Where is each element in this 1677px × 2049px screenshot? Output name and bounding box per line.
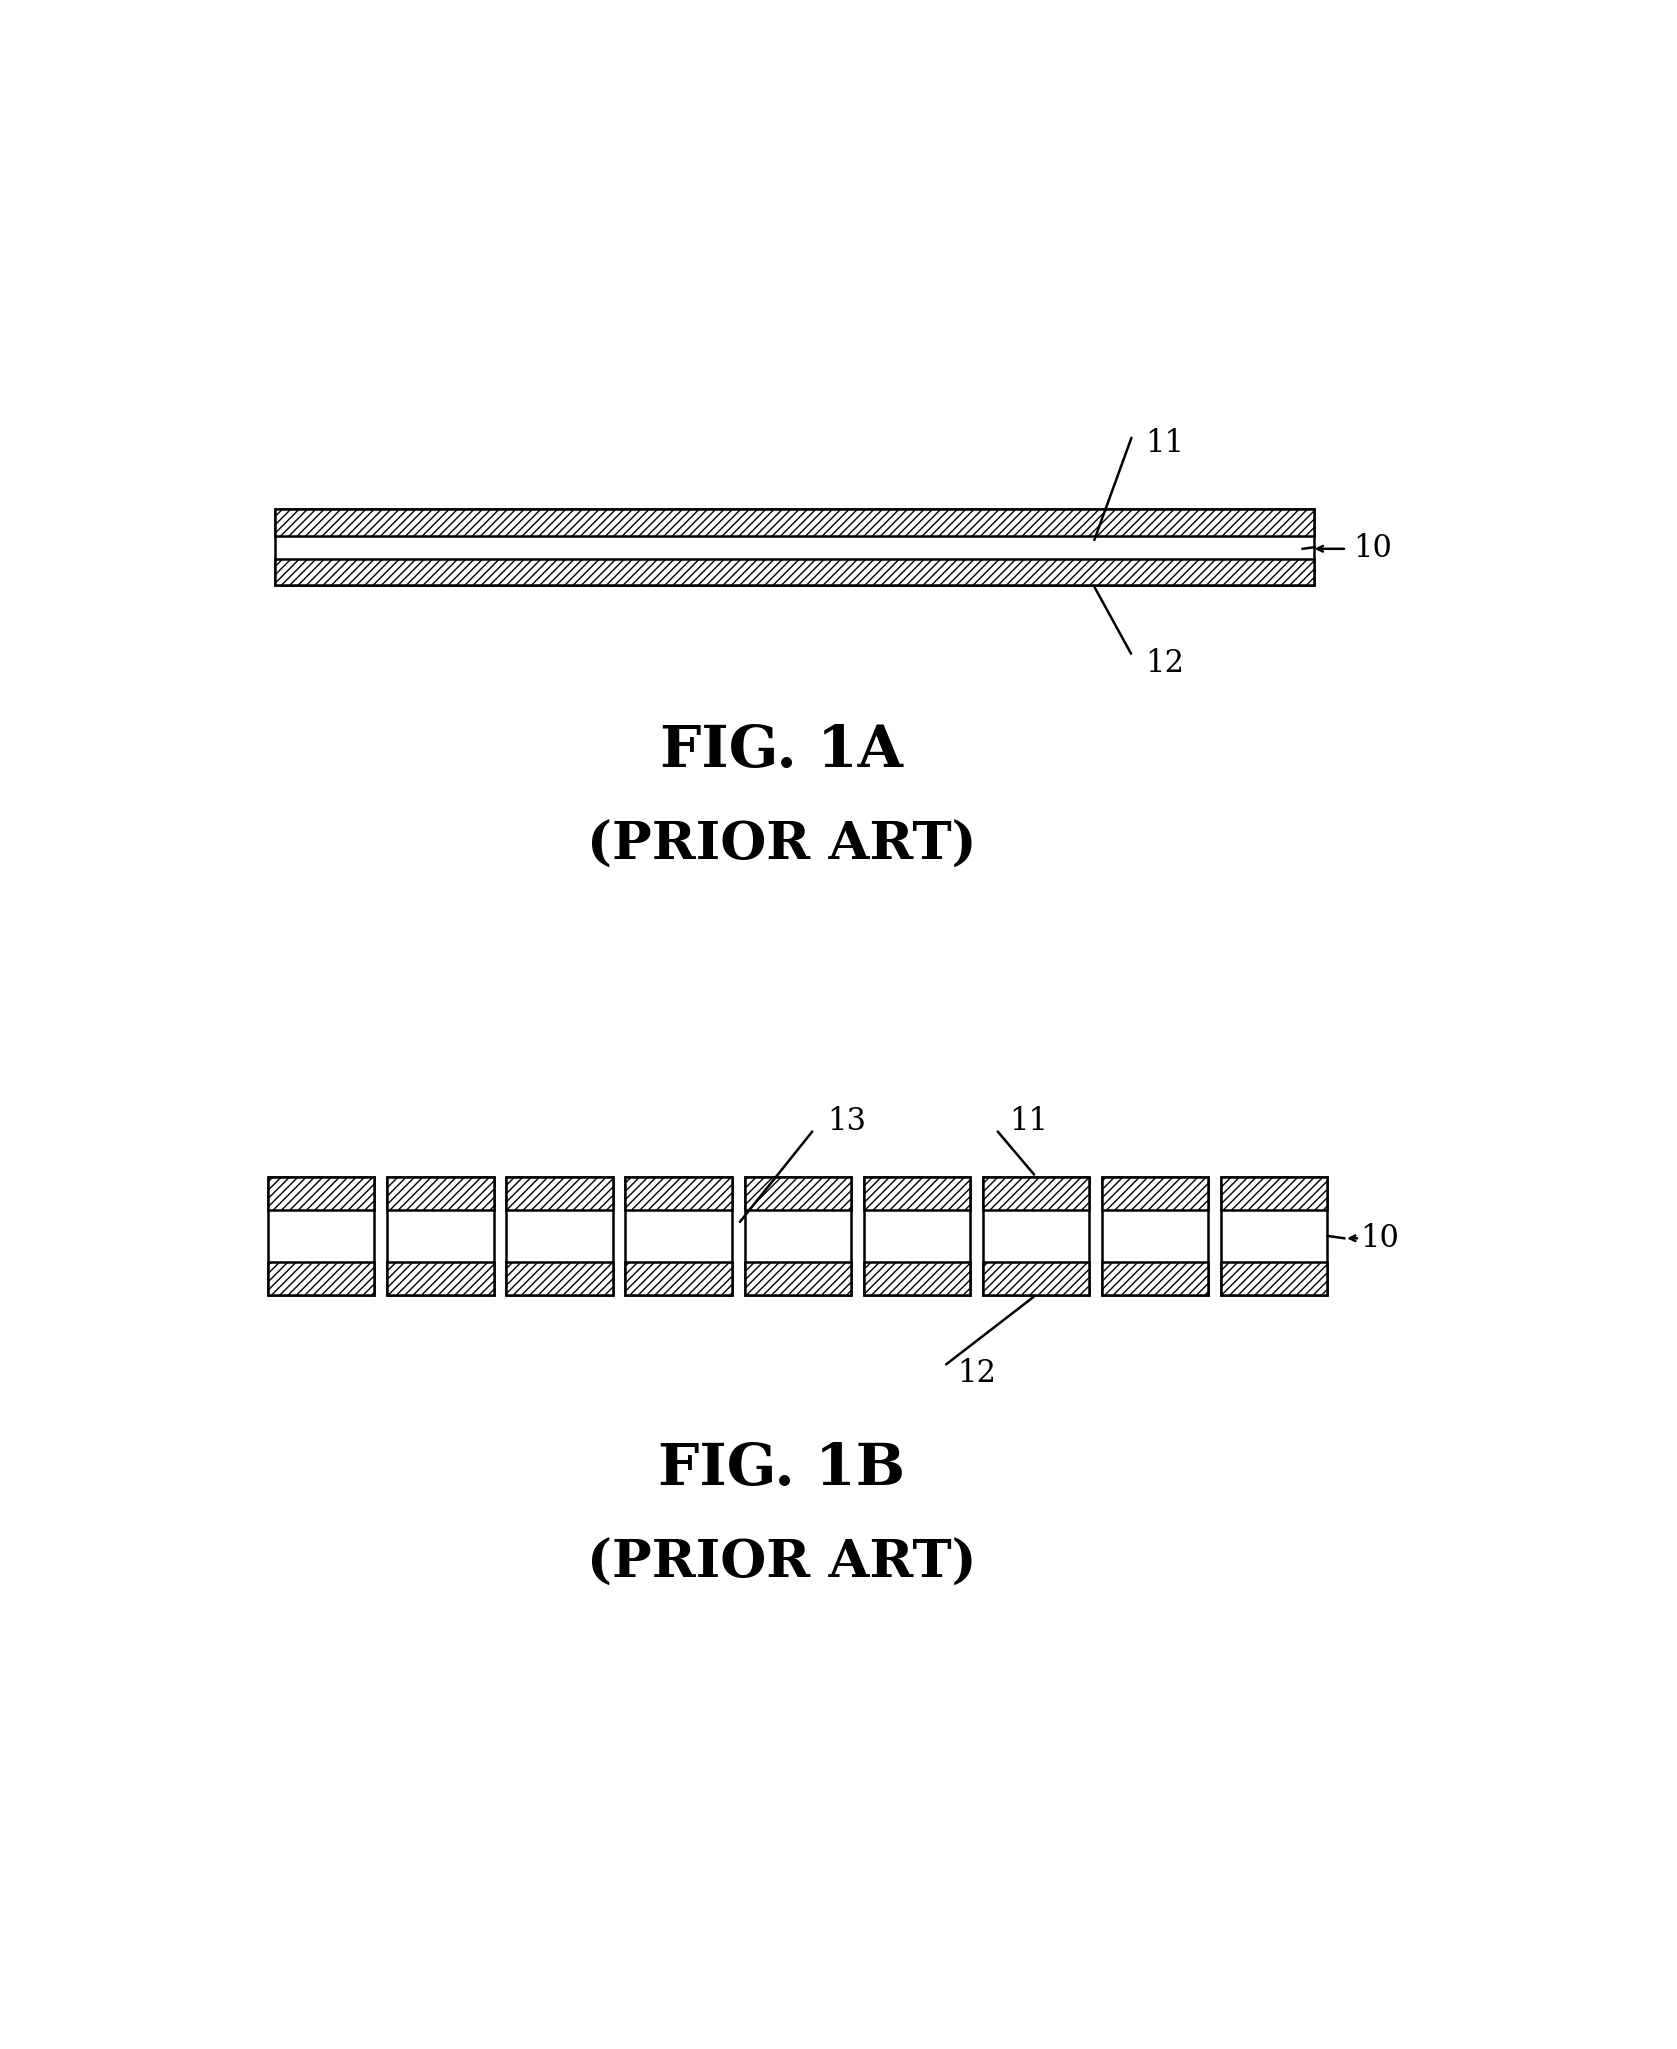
Bar [268, 1176, 374, 1209]
Bar [626, 1176, 731, 1209]
Bar [983, 1176, 1088, 1295]
Text: 12: 12 [958, 1358, 996, 1389]
Bar [745, 1262, 850, 1295]
Text: (PRIOR ART): (PRIOR ART) [587, 1539, 976, 1588]
Bar [745, 1176, 850, 1209]
Bar [506, 1262, 612, 1295]
Bar [1221, 1176, 1327, 1295]
Text: 13: 13 [827, 1106, 865, 1137]
Bar [745, 1262, 850, 1295]
Text: 11: 11 [1145, 428, 1184, 459]
Bar [1221, 1262, 1327, 1295]
Bar [268, 1176, 374, 1295]
Bar [1221, 1262, 1327, 1295]
Text: 11: 11 [1010, 1106, 1048, 1137]
Bar [275, 510, 1315, 537]
Bar [864, 1176, 969, 1295]
Bar [268, 1176, 374, 1209]
Bar [983, 1262, 1088, 1295]
Text: 12: 12 [1145, 647, 1184, 680]
Bar [268, 1262, 374, 1295]
Bar [1221, 1176, 1327, 1209]
Bar [506, 1262, 612, 1295]
Bar [1102, 1262, 1207, 1295]
Bar [745, 1176, 850, 1209]
Bar [387, 1262, 493, 1295]
Bar [864, 1176, 969, 1209]
Bar [1102, 1176, 1207, 1209]
Bar [1102, 1176, 1207, 1209]
Bar [387, 1176, 493, 1295]
Bar [864, 1262, 969, 1295]
Bar [626, 1262, 731, 1295]
Bar [387, 1176, 493, 1209]
Bar [387, 1262, 493, 1295]
Bar [275, 559, 1315, 586]
Bar [864, 1176, 969, 1209]
Bar [506, 1176, 612, 1209]
Bar [626, 1176, 731, 1209]
Bar [506, 1176, 612, 1209]
Bar [387, 1176, 493, 1209]
Text: 10: 10 [1360, 1223, 1399, 1254]
Bar [275, 559, 1315, 586]
Bar [1102, 1176, 1207, 1295]
Bar [506, 1176, 612, 1295]
Bar [983, 1176, 1088, 1209]
Text: FIG. 1A: FIG. 1A [661, 723, 902, 779]
Bar [1102, 1262, 1207, 1295]
Bar [626, 1176, 731, 1295]
Text: FIG. 1B: FIG. 1B [657, 1440, 906, 1496]
Bar [864, 1262, 969, 1295]
Bar [275, 510, 1315, 586]
Text: (PRIOR ART): (PRIOR ART) [587, 820, 976, 871]
Bar [1221, 1176, 1327, 1209]
Bar [268, 1262, 374, 1295]
Bar [626, 1262, 731, 1295]
Bar [745, 1176, 850, 1295]
Bar [983, 1176, 1088, 1209]
Bar [983, 1262, 1088, 1295]
Text: 10: 10 [1353, 533, 1392, 563]
Bar [275, 510, 1315, 537]
